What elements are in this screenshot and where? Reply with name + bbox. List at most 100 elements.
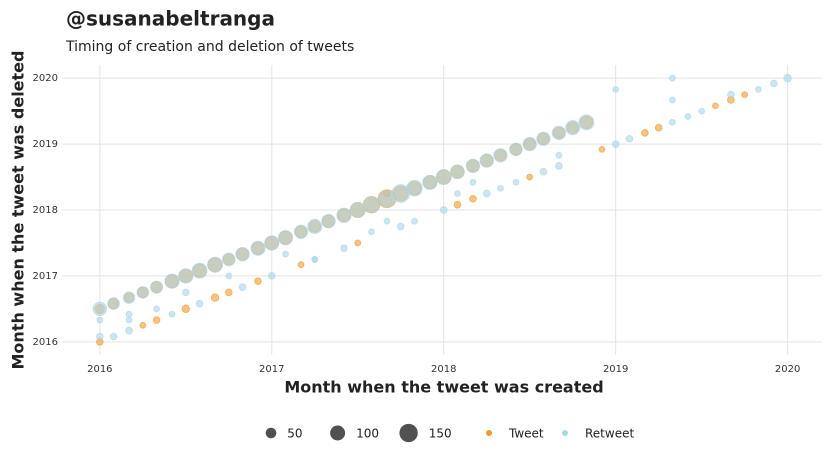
bubble bbox=[267, 272, 276, 280]
bubble bbox=[264, 235, 280, 251]
bubble bbox=[497, 184, 504, 192]
bubble bbox=[479, 153, 494, 168]
size-legend-key bbox=[330, 425, 346, 441]
bubble bbox=[539, 167, 548, 176]
bubble bbox=[235, 246, 250, 262]
bubble bbox=[536, 131, 551, 147]
bubble bbox=[340, 244, 348, 253]
bubble bbox=[222, 252, 236, 267]
y-axis-label: Month when the tweet was deleted bbox=[9, 51, 28, 370]
bubble bbox=[770, 79, 778, 88]
bubble bbox=[598, 145, 606, 153]
bubble bbox=[282, 250, 289, 258]
bubble bbox=[195, 299, 204, 308]
bubble bbox=[164, 273, 180, 289]
bubble bbox=[307, 218, 323, 235]
bubble bbox=[406, 179, 423, 197]
bubble bbox=[297, 261, 305, 269]
bubble bbox=[293, 224, 309, 239]
bubble bbox=[512, 178, 520, 186]
bubble bbox=[565, 119, 581, 136]
bubble bbox=[321, 213, 336, 229]
y-tick-label: 2018 bbox=[33, 205, 58, 216]
bubble bbox=[354, 239, 362, 247]
bubble bbox=[551, 125, 567, 141]
bubble bbox=[125, 316, 133, 324]
bubble bbox=[96, 316, 104, 324]
y-tick-label: 2019 bbox=[33, 139, 58, 150]
bubble bbox=[555, 161, 563, 170]
bubble bbox=[522, 136, 537, 152]
bubble bbox=[783, 73, 792, 83]
bubble bbox=[181, 288, 190, 297]
bubble bbox=[254, 277, 262, 286]
bubble bbox=[210, 293, 220, 302]
bubble bbox=[336, 207, 352, 223]
bubble bbox=[224, 288, 233, 297]
x-tick-label: 2018 bbox=[431, 364, 456, 375]
bubble bbox=[383, 217, 391, 225]
bubble bbox=[469, 178, 477, 186]
y-tick-label: 2017 bbox=[33, 271, 58, 282]
bubble bbox=[526, 173, 534, 181]
legend-key bbox=[486, 430, 492, 436]
bubble bbox=[669, 74, 676, 82]
bubble bbox=[439, 206, 448, 214]
x-tick-label: 2020 bbox=[775, 364, 800, 375]
bubble bbox=[396, 222, 405, 231]
bubble bbox=[684, 113, 692, 120]
bubble bbox=[555, 151, 563, 159]
bubble bbox=[641, 129, 649, 137]
bubble bbox=[153, 305, 160, 313]
size-legend-label: 50 bbox=[287, 427, 302, 441]
bubble bbox=[152, 316, 161, 324]
bubble bbox=[411, 217, 418, 225]
bubble bbox=[754, 85, 762, 93]
bubble bbox=[469, 194, 477, 203]
bubble bbox=[450, 164, 465, 179]
bubble bbox=[122, 291, 136, 304]
legend-label: Tweet bbox=[508, 427, 544, 441]
x-tick-label: 2016 bbox=[87, 364, 112, 375]
bubble bbox=[493, 148, 508, 163]
size-legend-label: 100 bbox=[356, 427, 379, 441]
bubble bbox=[250, 240, 266, 256]
bubble bbox=[482, 189, 491, 198]
bubble bbox=[454, 190, 461, 197]
bubble bbox=[422, 174, 438, 190]
bubble bbox=[611, 140, 620, 148]
bubble bbox=[107, 297, 120, 310]
bubble bbox=[711, 102, 719, 110]
bubble bbox=[109, 332, 118, 341]
bubble bbox=[225, 272, 233, 280]
bubble bbox=[238, 283, 247, 291]
bubble bbox=[727, 90, 735, 99]
bubble bbox=[612, 85, 620, 93]
bubble bbox=[349, 202, 366, 218]
size-legend-label: 150 bbox=[429, 427, 452, 441]
bubble bbox=[669, 96, 676, 104]
bubble bbox=[95, 332, 104, 341]
size-legend-key bbox=[399, 423, 418, 443]
bubble bbox=[465, 158, 481, 174]
bubble bbox=[150, 280, 163, 294]
bubble bbox=[509, 142, 523, 157]
bubble bbox=[139, 321, 147, 329]
bubble bbox=[625, 134, 634, 143]
bubble bbox=[741, 91, 749, 99]
bubble bbox=[368, 228, 375, 236]
x-tick-label: 2019 bbox=[603, 364, 628, 375]
x-tick-label: 2017 bbox=[259, 364, 284, 375]
bubble bbox=[207, 256, 224, 273]
bubble bbox=[669, 118, 676, 126]
legend-key bbox=[562, 430, 568, 436]
legend-label: Retweet bbox=[585, 427, 634, 441]
bubble bbox=[191, 262, 208, 279]
chart-title: @susanabeltranga bbox=[66, 7, 275, 31]
bubble bbox=[698, 107, 706, 115]
bubble bbox=[136, 286, 150, 299]
bubble bbox=[578, 114, 595, 131]
bubble bbox=[654, 123, 663, 132]
bubble bbox=[181, 304, 191, 314]
